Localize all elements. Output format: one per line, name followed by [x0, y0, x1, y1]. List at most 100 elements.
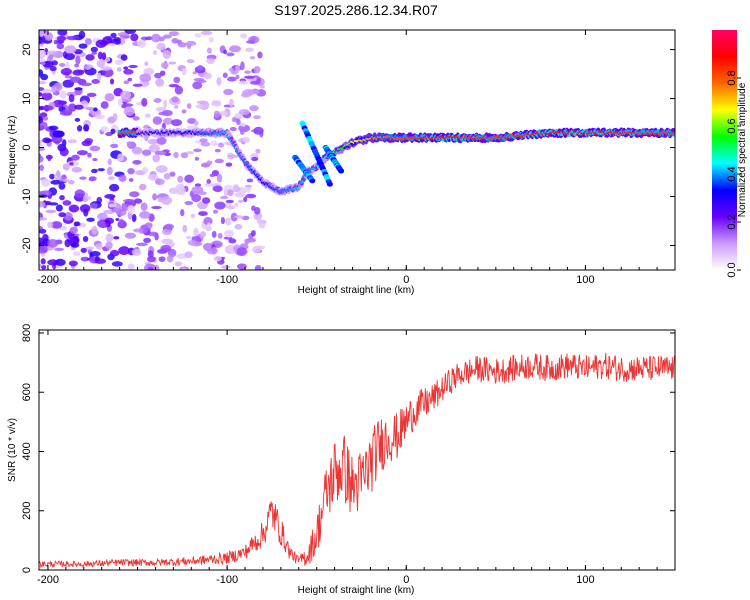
colorbar-label: Normalized spectral amplitude [737, 82, 748, 217]
spectrogram-noise-blob [39, 116, 44, 124]
spectrogram-noise-blob [108, 203, 117, 208]
spectrogram-noise-blob [225, 162, 233, 167]
spectrogram-noise-blob [196, 100, 209, 105]
spectrogram-noise-blob [177, 175, 184, 183]
spectrogram-noise-blob [49, 65, 57, 72]
spectrogram-noise-blob [127, 204, 135, 214]
spectrogram-noise-blob [187, 117, 197, 124]
spectrogram-noise-blob [71, 166, 83, 173]
spectrogram-noise-blob [121, 202, 130, 212]
spectrogram-noise-blob [84, 38, 92, 46]
spectrogram-noise-blob [199, 231, 207, 238]
spectrogram-noise-blob [225, 217, 232, 226]
spectrogram-noise-blob [39, 36, 44, 44]
spectrogram-noise-blob [251, 245, 261, 254]
spectrogram-noise-blob [132, 83, 143, 87]
spectrogram-noise-blob [206, 178, 212, 184]
spectrogram-noise-blob [202, 242, 214, 252]
spectrogram-noise-blob [128, 64, 138, 69]
spectrogram-noise-blob [123, 103, 134, 107]
spectrogram-noise-blob [154, 72, 162, 79]
spectrogram-y-tick-label: -10 [21, 189, 33, 205]
spectrogram-noise-blob [54, 247, 65, 252]
spectrogram-noise-blob [47, 259, 59, 266]
colorbar: 0.0 0.2 0.4 0.6 0.8 Normalized spectral ampl… [712, 30, 748, 278]
spectrogram-noise-blob [80, 247, 87, 253]
spectrogram-noise-blob [254, 207, 261, 215]
spectrogram-noise-blob [258, 221, 266, 229]
spectrogram-noise-blob [63, 212, 73, 221]
spectrogram-noise-blob [86, 92, 97, 98]
spectrogram-noise-blob [64, 75, 73, 79]
spectrogram-noise-blob [131, 146, 143, 155]
spectrogram-noise-blob [78, 43, 88, 49]
spectrogram-noise-blob [201, 197, 211, 204]
spectrogram-noise-blob [147, 267, 154, 270]
spectrogram-noise-blob [212, 185, 223, 193]
spectrogram-noise-blob [127, 77, 133, 82]
spectrogram-noise-blob [224, 229, 235, 238]
spectrogram-noise-blob [232, 186, 241, 193]
spectrogram-noise-blob [132, 159, 142, 165]
spectrogram-noise-blob [97, 168, 105, 172]
spectrogram-noise-blob [181, 267, 187, 270]
spectrogram-noise-blob [234, 202, 239, 208]
spectrogram-noise-blob [155, 165, 168, 173]
spectrogram-noise-blob [39, 107, 45, 111]
figure-title: S197.2025.286.12.34.R07 [274, 2, 438, 18]
spectrogram-noise-blob [43, 105, 54, 111]
spectrogram-noise-blob [186, 103, 192, 109]
spectrogram-noise-blob [184, 200, 194, 206]
spectrogram-noise-blob [191, 186, 204, 194]
spectrogram-noise-blob [59, 194, 65, 201]
spectrogram-noise-blob [68, 260, 78, 267]
spectrogram-noise-blob [180, 152, 189, 159]
spectrogram-noise-blob [170, 119, 183, 127]
spectrogram-noise-blob [123, 69, 134, 75]
spectrogram-noise-blob [104, 93, 115, 102]
snr-x-ticks: -200 -100 0 100 [37, 330, 676, 586]
spectrogram-noise-blob [50, 179, 61, 185]
spectrogram-noise-blob [214, 201, 226, 210]
spectrogram-noise-blob [114, 59, 123, 65]
spectrogram-noise-blob [100, 101, 109, 109]
spectrogram-noise-blob [147, 173, 159, 181]
spectrogram-noise-blob [181, 68, 187, 76]
spectrogram-noise-blob [45, 209, 57, 214]
spectrogram-x-tick-label: 0 [403, 274, 409, 286]
spectrogram-noise-blob [68, 103, 77, 112]
snr-x-label: Height of straight line (km) [298, 585, 415, 596]
spectrogram-noise-blob [229, 98, 234, 108]
spectrogram-noise-blob [257, 51, 263, 59]
spectrogram-noise-blob [214, 148, 221, 153]
spectrogram-noise-blob [120, 90, 132, 100]
snr-y-tick-label: 200 [21, 502, 33, 520]
spectrogram-noise-blob [220, 195, 229, 200]
spectrogram-noise-blob [154, 150, 167, 156]
spectrogram-frame [38, 29, 676, 271]
spectrogram-noise-blob [60, 90, 67, 99]
spectrogram-noise-blob [67, 139, 78, 144]
snr-y-tick-label: 0 [21, 567, 33, 573]
spectrogram-noise-blob [223, 188, 228, 197]
spectrogram-noise-blob [186, 43, 192, 50]
snr-y-tick-label: 400 [21, 442, 33, 460]
spectrogram-noise-blob [127, 167, 135, 175]
spectrogram-noise-blob [78, 30, 86, 39]
spectrogram-noise-blob [109, 78, 115, 85]
spectrogram-noise-blob [140, 202, 148, 211]
spectrogram-noise-blob [185, 235, 192, 240]
spectrogram-noise-blob [239, 128, 245, 135]
spectrogram-noise-blob [110, 143, 119, 149]
spectrogram-noise-blob [64, 52, 76, 61]
spectrogram-noise-blob [89, 145, 101, 152]
spectrogram-noise-blob [48, 125, 59, 131]
spectrogram-noise-blob [102, 68, 114, 78]
colorbar-gradient [712, 30, 737, 270]
spectrogram-noise-blob [211, 246, 218, 255]
spectrogram-noise-blob [206, 57, 215, 65]
spectrogram-noise-blob [197, 64, 204, 71]
spectrogram-noise-blob [95, 39, 107, 49]
colorbar-tick-label: 0.6 [726, 118, 738, 133]
spectrogram-noise-blob [66, 35, 79, 41]
